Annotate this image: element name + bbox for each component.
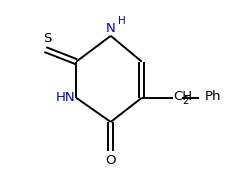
Text: O: O <box>106 154 116 167</box>
Text: CH: CH <box>174 90 193 103</box>
Text: S: S <box>43 32 51 45</box>
Text: H: H <box>118 16 126 26</box>
Text: 2: 2 <box>182 96 189 106</box>
Text: N: N <box>106 22 116 35</box>
Text: Ph: Ph <box>205 90 221 103</box>
Text: HN: HN <box>56 91 75 104</box>
